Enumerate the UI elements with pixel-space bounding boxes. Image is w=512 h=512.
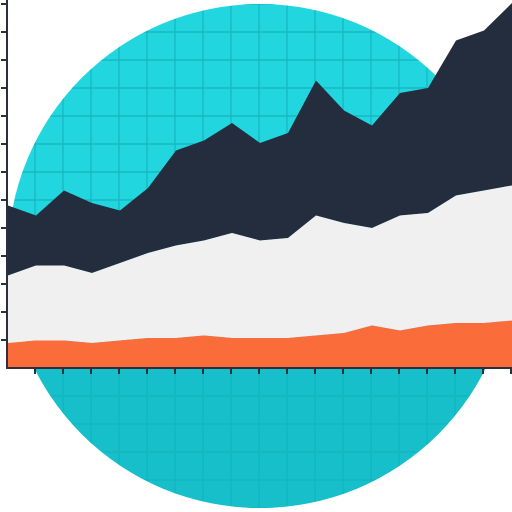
circle-lower-fill bbox=[8, 369, 512, 508]
data-areas bbox=[8, 3, 512, 368]
area-series-middle bbox=[8, 185, 512, 343]
area-series-bottom bbox=[8, 320, 512, 368]
axes bbox=[1, 0, 512, 374]
area-series-top bbox=[8, 3, 512, 276]
